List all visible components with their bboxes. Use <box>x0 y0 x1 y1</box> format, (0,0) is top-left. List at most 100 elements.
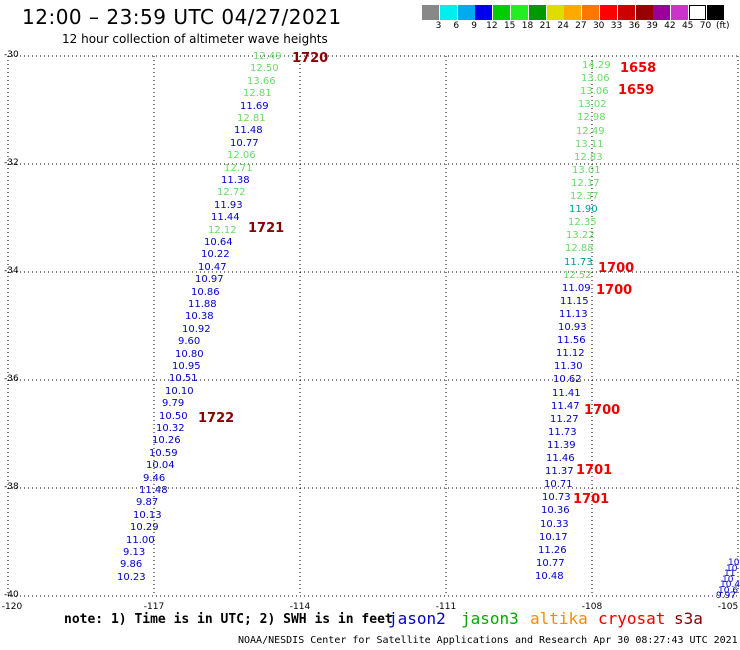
swh-value: 12.37 <box>570 191 599 202</box>
swh-value: 11.38 <box>221 175 250 186</box>
pass-time: 1700 <box>584 403 621 418</box>
swh-value: 10.77 <box>536 558 565 569</box>
swh-value: 10.62 <box>553 374 582 385</box>
legend-s3a: s3a <box>674 609 703 628</box>
swh-value: 14.29 <box>582 60 611 71</box>
swh-value: 10.51 <box>169 373 198 384</box>
swh-value: 10.59 <box>149 448 178 459</box>
swh-value: 10.77 <box>230 138 259 149</box>
swh-value: 10.48 <box>535 571 564 582</box>
swh-value: 10.64 <box>204 237 233 248</box>
pass-time: 1721 <box>248 221 285 236</box>
swh-value: 10.47 <box>198 262 227 273</box>
swh-value: 12.71 <box>224 163 253 174</box>
latitude-tick-label: -36 <box>4 374 19 384</box>
swh-value: 12.72 <box>217 187 246 198</box>
pass-time: 1658 <box>620 61 657 76</box>
swh-value: 11.46 <box>546 453 575 464</box>
pass-time: 1701 <box>576 463 613 478</box>
map-subtitle: 12 hour collection of altimeter wave hei… <box>62 32 328 46</box>
swh-value: 13.06 <box>581 73 610 84</box>
swh-value: 11.56 <box>557 335 586 346</box>
color-swatch <box>511 5 528 20</box>
legend-jason3: jason3 <box>461 609 519 628</box>
swh-value: 10.33 <box>540 519 569 530</box>
color-swatch <box>546 5 564 20</box>
swh-value: 9.87 <box>136 497 159 508</box>
swh-value: 12.49 <box>576 126 605 137</box>
color-scale-label: 42 <box>664 21 676 31</box>
swh-value: 12.52 <box>563 270 592 281</box>
swh-value: 10.22 <box>201 249 230 260</box>
swh-value: 10.29 <box>130 522 159 533</box>
swh-value: 11.73 <box>564 257 593 268</box>
color-scale-label: 24 <box>557 21 569 31</box>
swh-value: 11.90 <box>569 204 598 215</box>
swh-value: 10.6 <box>718 586 739 596</box>
swh-value: 10.17 <box>539 532 568 543</box>
swh-value: 11.93 <box>214 200 243 211</box>
swh-value: 11.13 <box>559 309 588 320</box>
swh-value: 10.32 <box>156 423 185 434</box>
swh-value: 12.88 <box>565 243 594 254</box>
longitude-tick-label: -117 <box>143 602 165 612</box>
swh-value: 11.00 <box>126 535 155 546</box>
color-swatch <box>475 5 493 20</box>
swh-value: 12.81 <box>243 88 272 99</box>
swh-value: 13.22 <box>566 230 595 241</box>
color-scale-label: 33 <box>610 21 623 31</box>
swh-value: 10.38 <box>185 311 214 322</box>
swh-value: 9.79 <box>162 398 185 409</box>
color-swatch <box>600 5 617 20</box>
pass-time: 1700 <box>598 261 635 276</box>
legend-jason2: jason2 <box>388 609 446 628</box>
swh-value: 10.71 <box>544 479 573 490</box>
color-scale-label: 39 <box>646 21 658 31</box>
swh-value: 9.97 <box>716 591 737 601</box>
swh-value: 11.44 <box>211 212 240 223</box>
pass-time: 1700 <box>596 283 633 298</box>
swh-value: 10.26 <box>152 435 181 446</box>
color-scale-label: 30 <box>592 21 605 31</box>
swh-value: 10.95 <box>172 361 201 372</box>
swh-value: 10.97 <box>195 274 224 285</box>
footer-note: note: 1) Time is in UTC; 2) SWH is in fe… <box>64 612 393 627</box>
swh-value: 10.23 <box>117 572 146 583</box>
pass-time: 1701 <box>573 492 610 507</box>
color-swatch <box>564 5 582 20</box>
pass-time: 1659 <box>618 83 655 98</box>
swh-value: 12.06 <box>227 150 256 161</box>
swh-value: 11.47 <box>551 401 580 412</box>
swh-value: 10 <box>722 575 734 585</box>
swh-value: 11.30 <box>554 361 583 372</box>
color-swatch <box>422 5 439 20</box>
swh-value: 11.27 <box>550 414 579 425</box>
color-swatch <box>653 5 671 20</box>
swh-value: 9.13 <box>123 547 146 558</box>
swh-value: 12.12 <box>208 225 237 236</box>
swh-value: 11.48 <box>139 485 168 496</box>
swh-value: 13.11 <box>575 139 604 150</box>
swh-value: 10.4 <box>720 580 740 590</box>
swh-value: 9.86 <box>120 559 143 570</box>
swh-value: 11.88 <box>188 299 217 310</box>
latitude-tick-label: -40 <box>4 590 19 600</box>
pass-time: 1720 <box>292 51 329 66</box>
color-scale-label: 15 <box>503 21 516 31</box>
color-swatch <box>582 5 600 20</box>
swh-value: 10.92 <box>182 324 211 335</box>
swh-value: 10.73 <box>542 492 571 503</box>
swh-value: 10.50 <box>159 411 188 422</box>
swh-value: 12.98 <box>577 112 606 123</box>
longitude-tick-label: -114 <box>289 602 311 612</box>
latitude-tick-label: -32 <box>4 158 19 168</box>
latitude-tick-label: -34 <box>4 266 19 276</box>
color-scale-label: 70 <box>699 21 712 31</box>
swh-value: 12.17 <box>571 178 600 189</box>
longitude-tick-label: -111 <box>435 602 457 612</box>
swh-value: 9.46 <box>143 473 166 484</box>
longitude-tick-label: -108 <box>581 602 603 612</box>
color-swatch <box>439 5 457 20</box>
swh-value: 10.80 <box>175 349 204 360</box>
